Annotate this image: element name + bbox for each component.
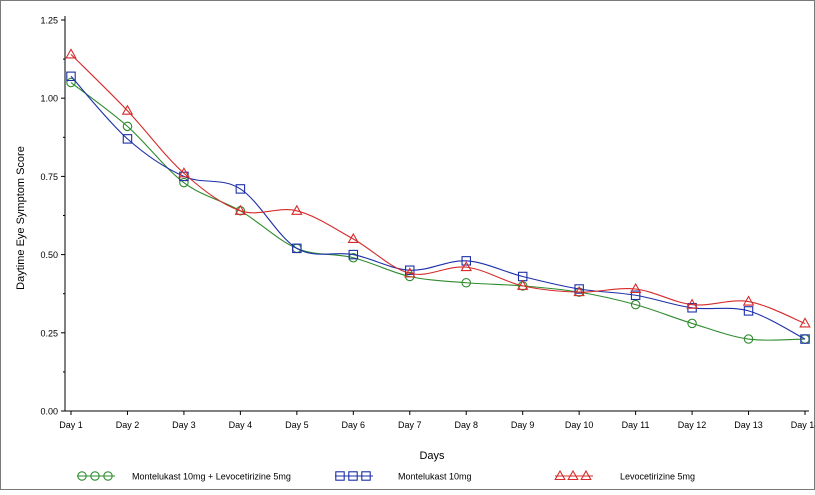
series-triangle [65, 48, 811, 328]
data-point [629, 282, 642, 294]
data-point [292, 243, 302, 254]
x-tick-label: Day 6 [342, 420, 366, 430]
y-tick-label: 0.50 [40, 250, 58, 260]
legend-symbol [335, 471, 345, 481]
data-point [686, 298, 698, 309]
data-point [742, 295, 755, 306]
y-tick-label: 1.25 [40, 16, 58, 26]
series-line [70, 82, 806, 341]
data-point [65, 48, 77, 59]
x-tick-label: Day 7 [398, 420, 422, 430]
y-tick-label: 1.00 [40, 94, 58, 104]
x-tick-label: Day 4 [229, 420, 253, 430]
data-point [743, 334, 754, 344]
data-point [178, 167, 190, 178]
data-point [66, 77, 76, 88]
x-tick-label: Day 8 [454, 420, 478, 430]
y-tick-label: 0.75 [40, 172, 58, 182]
data-point [234, 204, 247, 215]
data-point [743, 306, 754, 316]
data-point [799, 317, 811, 328]
data-point [291, 204, 303, 215]
x-tick-label: Day 1 [59, 420, 83, 430]
data-point [121, 104, 134, 115]
y-tick-label: 0.25 [40, 328, 58, 338]
data-point [405, 265, 415, 275]
data-point [461, 256, 471, 266]
legend-symbol [580, 469, 592, 481]
data-point [235, 184, 246, 194]
x-axis-label: Days [419, 450, 445, 462]
data-point [347, 232, 360, 244]
x-tick-label: Day 3 [172, 420, 196, 430]
data-point [404, 267, 416, 278]
data-point [460, 260, 472, 272]
x-tick-label: Day 14 [791, 420, 815, 430]
data-point [348, 249, 359, 260]
data-point [574, 284, 584, 294]
data-point [687, 318, 697, 329]
data-point [461, 278, 471, 288]
legend-symbol [361, 471, 371, 481]
x-tick-label: Day 13 [734, 420, 763, 430]
x-tick-label: Day 9 [511, 420, 535, 430]
legend-symbol [90, 471, 100, 481]
axes: 0.00 0.25 0.50 0.75 1.00 1.25 Day 1 Day 2 Day 3 D… [40, 16, 815, 431]
legend-label: Montelukast 10mg [398, 472, 472, 482]
data-point [516, 279, 529, 290]
legend-symbol [103, 471, 113, 481]
data-point [800, 334, 810, 344]
x-tick-label: Day 10 [565, 420, 594, 430]
legend-symbol [567, 469, 579, 481]
legend-item: Levocetirizine 5mg [554, 469, 695, 482]
legend-item: Montelukast 10mg [335, 471, 472, 482]
legend-symbol [554, 469, 566, 481]
x-tick-label: Day 5 [285, 420, 309, 430]
data-point [630, 299, 641, 310]
data-point [122, 134, 133, 144]
legend: Montelukast 10mg + Levocetirizine 5mg Mon… [77, 469, 695, 482]
data-point [630, 290, 641, 301]
series-layer [65, 48, 811, 344]
data-point [573, 286, 585, 297]
legend-item: Montelukast 10mg + Levocetirizine 5mg [77, 471, 291, 482]
legend-symbol [77, 471, 87, 481]
x-tick-label: Day 12 [678, 420, 707, 430]
y-axis-label: Daytime Eye Symptom Score [15, 146, 27, 290]
data-point [122, 121, 133, 132]
data-point [66, 71, 76, 82]
x-tick-label: Day 11 [622, 420, 650, 430]
series-line [70, 54, 806, 324]
y-tick-label: 0.00 [40, 407, 58, 417]
legend-label: Montelukast 10mg + Levocetirizine 5mg [132, 472, 291, 482]
legend-label: Levocetirizine 5mg [620, 472, 695, 482]
legend-symbol [348, 471, 358, 481]
x-tick-label: Day 2 [116, 420, 140, 430]
data-point [179, 177, 189, 188]
